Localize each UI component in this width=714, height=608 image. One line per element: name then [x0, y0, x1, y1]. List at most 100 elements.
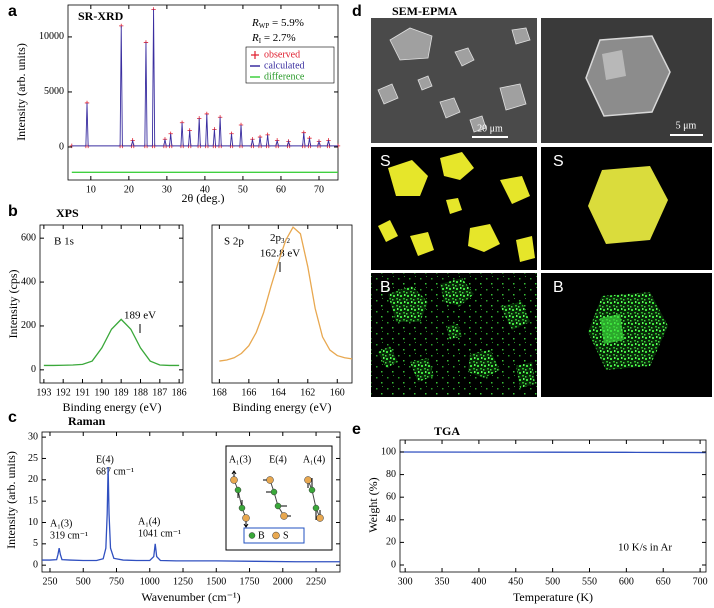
atom: [230, 476, 238, 484]
x-tick-label: 450: [508, 576, 523, 587]
sem-epma-labels: 20 μm 5 μm S S B B: [380, 120, 697, 296]
y-tick-label: 30: [28, 431, 38, 442]
x-axis-label: Binding energy (eV): [232, 400, 331, 414]
x-axis-label: Wavenumber (cm⁻¹): [141, 590, 240, 604]
y-tick-label: 15: [28, 495, 38, 506]
x-tick-label: 1500: [206, 576, 226, 587]
x-tick-label: 164: [271, 387, 286, 398]
annotation: 189 eV: [124, 310, 156, 322]
particle: [439, 97, 461, 119]
inset-legend-marker: [272, 531, 280, 540]
atom: [308, 486, 316, 494]
annotation: RWP = 5.9%: [251, 17, 304, 30]
x-tick-label: 1000: [140, 576, 160, 587]
x-tick-label: 500: [545, 576, 560, 587]
element-map-blob: [500, 302, 530, 330]
vibration-arrow: [263, 479, 291, 517]
y-tick-label: 20: [386, 537, 396, 548]
x-tick-label: 50: [238, 184, 248, 195]
y-tick-label: 20: [28, 474, 38, 485]
crystal-facet: [602, 50, 626, 80]
element-map-blob: [410, 358, 434, 382]
x-tick-label: 166: [241, 387, 256, 398]
y-tick-label: 200: [21, 320, 36, 331]
data-line: [43, 318, 180, 367]
x-tick-label: 1750: [240, 576, 260, 587]
atom: [242, 514, 250, 522]
y-tick-label: 10000: [39, 31, 64, 42]
map-label: S: [380, 153, 391, 170]
inset-label: E(4): [269, 454, 287, 465]
panel-label: e: [352, 421, 361, 438]
sem-epma-images: [371, 18, 712, 397]
annotation: RI = 2.7%: [251, 32, 296, 45]
y-axis-label: Intensity (arb. units): [4, 451, 18, 549]
atom: [312, 504, 320, 512]
inset-label: A₁(4): [303, 454, 325, 465]
chart-title: TGA: [434, 424, 460, 438]
inset-legend-label: B: [258, 530, 265, 541]
x-tick-label: 189: [114, 387, 129, 398]
plot-frame: [41, 431, 341, 573]
inset-label: A₁(3): [229, 454, 251, 465]
inset-legend-marker: [248, 532, 256, 539]
element-map-blob: [388, 286, 428, 322]
particle: [377, 83, 399, 105]
panel-label: b: [8, 203, 18, 220]
atom: [316, 514, 324, 522]
bond: [269, 479, 285, 517]
atom: [274, 502, 282, 510]
x-tick-label: 550: [582, 576, 597, 587]
y-tick-label: 40: [386, 514, 396, 525]
y-tick-label: 0: [59, 141, 64, 152]
x-axis-label: Temperature (K): [513, 590, 593, 604]
element-map-blob: [446, 198, 462, 214]
annotation: 687 cm⁻¹: [96, 466, 134, 477]
particle: [389, 27, 433, 61]
element-map-blob: [378, 346, 398, 368]
inset-legend-label: S: [283, 530, 289, 541]
atom: [238, 504, 246, 512]
x-tick-label: 40: [200, 184, 210, 195]
x-tick-label: 186: [172, 387, 187, 398]
x-tick-label: 187: [152, 387, 167, 398]
annotation-part: R: [251, 17, 259, 29]
annotation-part: = 2.7%: [261, 32, 296, 44]
y-axis-label: Weight (%): [366, 477, 380, 532]
plot-frame: [211, 224, 353, 384]
y-tick-label: 80: [386, 469, 396, 480]
particle: [469, 115, 487, 133]
element-map-blob: [440, 152, 474, 180]
x-tick-label: 350: [435, 576, 450, 587]
panel-label: a: [8, 3, 17, 20]
element-map-blob: [440, 278, 474, 306]
x-tick-label: 250: [42, 576, 57, 587]
x-tick-label: 162: [300, 387, 315, 398]
element-map-blob: [468, 224, 500, 252]
panel-title: SEM-EPMA: [392, 4, 458, 18]
vibration-arrow: [307, 478, 321, 520]
element-map-facet: [600, 314, 624, 344]
x-tick-label: 193: [36, 387, 51, 398]
x-tick-label: 20: [124, 184, 134, 195]
map-label: B: [553, 279, 564, 296]
particle: [511, 27, 531, 45]
data-line: [71, 9, 338, 147]
plot-frame: [39, 224, 184, 384]
map-label: B: [380, 279, 391, 296]
annotation-part: R: [251, 32, 259, 44]
y-tick-label: 0: [31, 364, 36, 375]
data-line: [219, 226, 353, 362]
scale-bar-label: 5 μm: [676, 120, 697, 131]
annotation: E(4): [96, 454, 114, 465]
annotation: 162.8 eV: [260, 248, 300, 260]
y-tick-label: 0: [391, 559, 396, 570]
x-tick-label: 30: [162, 184, 172, 195]
y-tick-label: 25: [28, 453, 38, 464]
x-tick-label: 650: [656, 576, 671, 587]
legend-label: observed: [264, 49, 300, 60]
element-map-blob: [516, 362, 535, 388]
particle: [454, 47, 475, 67]
element-map-blob: [468, 350, 500, 378]
